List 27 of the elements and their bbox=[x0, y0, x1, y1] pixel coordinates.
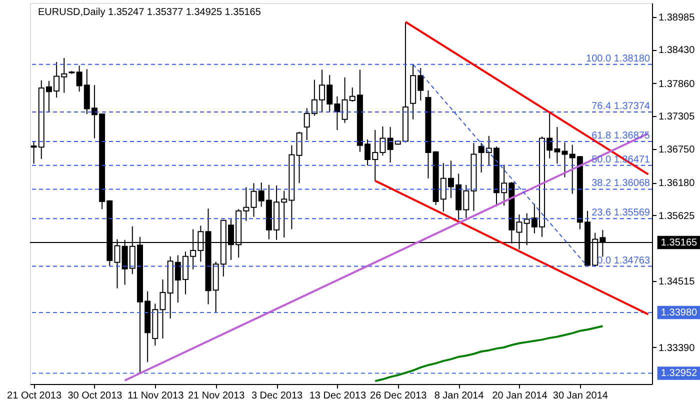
x-tick-label: 30 Oct 2013 bbox=[68, 390, 123, 402]
annotation: 23.6 1.35569 bbox=[592, 208, 650, 219]
y-tick-label: 1.36750 bbox=[658, 144, 696, 156]
x-tick-label: 26 Dec 2013 bbox=[370, 390, 428, 402]
y-tick-label: 1.33390 bbox=[658, 342, 696, 354]
annotation: 76.4 1.37374 bbox=[592, 101, 650, 112]
annotation: 38.2 1.36068 bbox=[592, 178, 650, 190]
ref-line-label: 1.33980 bbox=[660, 308, 698, 319]
y-tick-label: 1.35625 bbox=[658, 210, 696, 222]
x-tick-label: 30 Jan 2014 bbox=[552, 390, 608, 402]
x-tick-label: 13 Dec 2013 bbox=[309, 390, 366, 402]
y-tick-label: 1.36180 bbox=[658, 178, 696, 190]
annotation: 100.0 1.38180 bbox=[586, 53, 650, 64]
x-tick-label: 8 Jan 2014 bbox=[434, 390, 484, 402]
x-tick-label: 20 Jan 2014 bbox=[492, 390, 548, 402]
chart-title: EURUSD,Daily 1.35247 1.35377 1.34925 1.35165 bbox=[38, 7, 262, 18]
x-tick-label: 21 Oct 2013 bbox=[7, 390, 62, 402]
x-tick-label: 11 Nov 2013 bbox=[128, 390, 184, 402]
ref-line-label: 1.35165 bbox=[660, 238, 698, 249]
x-tick-label: 21 Nov 2013 bbox=[188, 390, 246, 402]
y-tick-label: 1.38430 bbox=[658, 45, 696, 56]
y-tick-label: 1.34515 bbox=[658, 276, 696, 288]
y-tick-label: 1.37860 bbox=[658, 78, 696, 90]
x-tick-label: 3 Dec 2013 bbox=[251, 390, 304, 402]
ref-line-label: 1.32952 bbox=[660, 368, 698, 380]
y-tick-label: 1.38985 bbox=[658, 12, 696, 24]
y-tick-label: 1.37305 bbox=[658, 112, 696, 123]
